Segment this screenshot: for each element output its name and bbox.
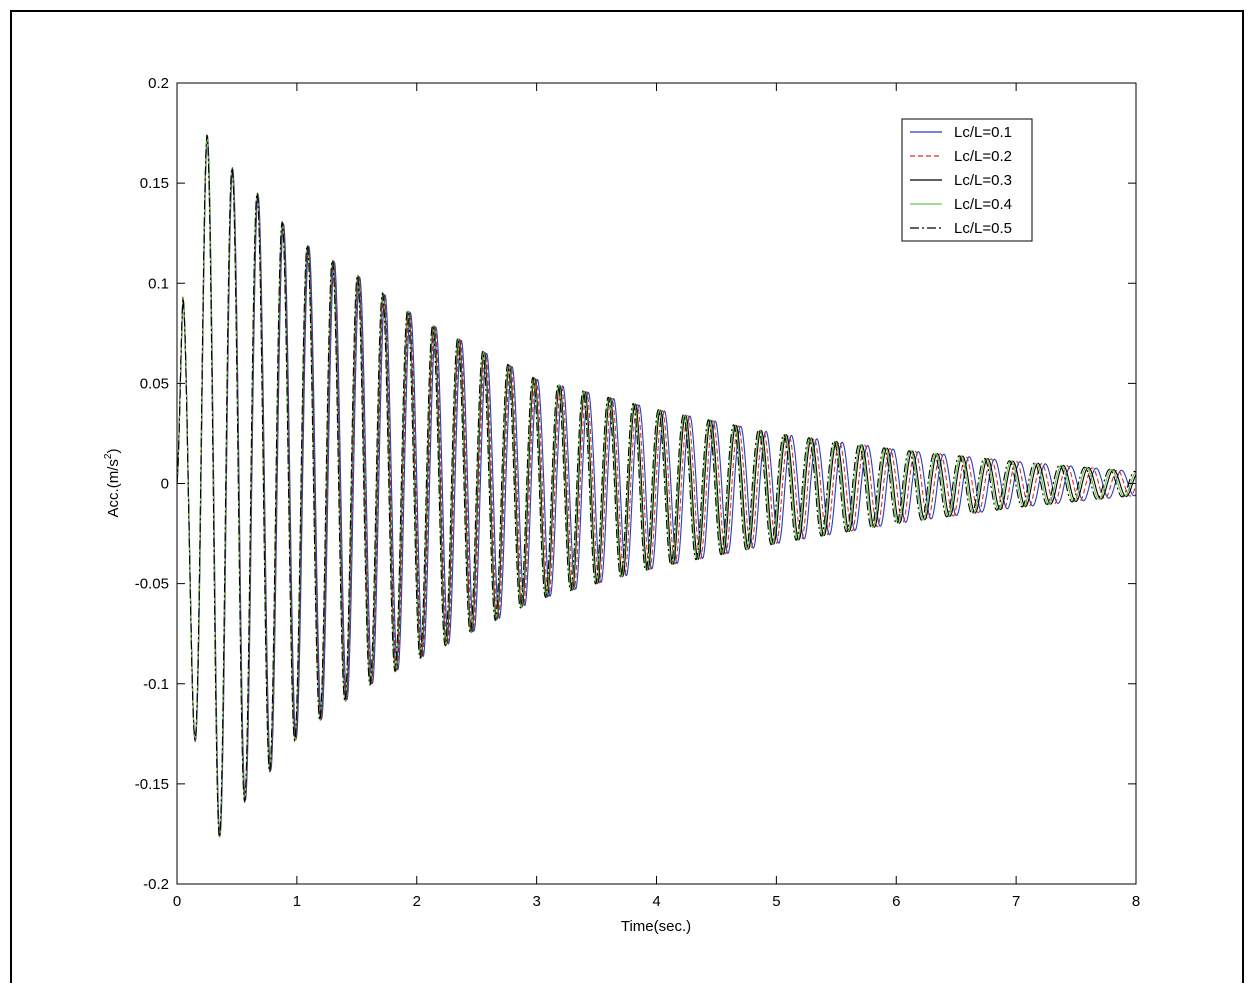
legend-label-2: Lc/L=0.2 bbox=[954, 148, 1012, 165]
legend-label-3: Lc/L=0.3 bbox=[954, 172, 1012, 189]
x-tick-label: 2 bbox=[413, 893, 421, 910]
x-tick-label: 3 bbox=[532, 893, 540, 910]
legend-label-5: Lc/L=0.5 bbox=[954, 220, 1012, 237]
x-tick-label: 5 bbox=[772, 893, 780, 910]
x-tick-label: 0 bbox=[173, 893, 181, 910]
x-tick-label: 7 bbox=[1012, 893, 1020, 910]
legend-label-4: Lc/L=0.4 bbox=[954, 196, 1012, 213]
y-tick-label: -0.15 bbox=[135, 776, 169, 793]
y-tick-label: 0 bbox=[161, 476, 169, 493]
y-tick-label: 0.15 bbox=[140, 175, 169, 192]
y-axis-label-suffix: ) bbox=[105, 449, 122, 454]
y-tick-label: -0.2 bbox=[143, 876, 169, 893]
y-axis-label-prefix: Acc.(m/s bbox=[105, 459, 122, 517]
y-tick-label: -0.05 bbox=[135, 576, 169, 593]
x-tick-label: 8 bbox=[1132, 893, 1140, 910]
x-tick-label: 1 bbox=[293, 893, 301, 910]
legend-label-1: Lc/L=0.1 bbox=[954, 124, 1012, 141]
y-tick-label: 0.1 bbox=[148, 275, 169, 292]
x-axis-label: Time(sec.) bbox=[621, 918, 691, 935]
y-axis-label-sup: 2 bbox=[103, 453, 114, 459]
series-line-4 bbox=[177, 135, 1136, 839]
y-axis-label: Acc.(m/s2) bbox=[103, 449, 122, 518]
series-line-1 bbox=[177, 135, 1136, 837]
legend: Lc/L=0.1 Lc/L=0.2 Lc/L=0.3 Lc/L=0.4 Lc/L=0.5 bbox=[901, 118, 1033, 242]
y-tick-label: 0.2 bbox=[148, 75, 169, 92]
series-layer bbox=[177, 133, 1136, 839]
ticks-layer: 0 1 2 3 4 5 6 7 8 0.2 0.15 0.1 0.05 0 -0.05 -0.1 -0.15 -0… bbox=[135, 75, 1140, 910]
x-tick-label: 6 bbox=[892, 893, 900, 910]
y-tick-label: 0.05 bbox=[140, 375, 169, 392]
series-line-5 bbox=[177, 133, 1136, 838]
x-tick-label: 4 bbox=[652, 893, 660, 910]
y-tick-label: -0.1 bbox=[143, 676, 169, 693]
